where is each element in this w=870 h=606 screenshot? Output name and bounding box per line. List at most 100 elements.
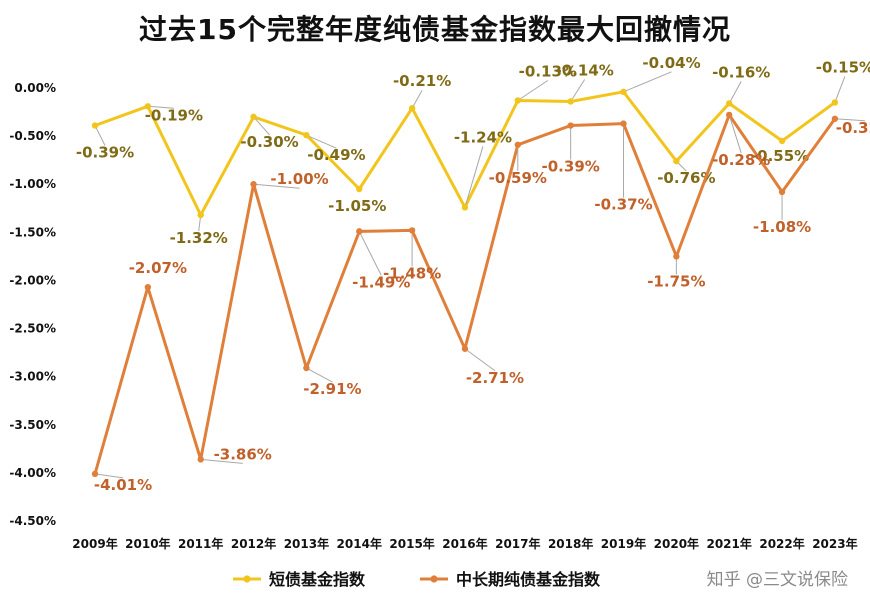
- data-point: [91, 470, 99, 478]
- x-tick-label: 2015年: [389, 536, 434, 551]
- data-label: -0.30%: [240, 133, 298, 151]
- x-tick-label: 2023年: [812, 536, 857, 551]
- data-point: [778, 188, 786, 196]
- data-label: -0.59%: [489, 169, 547, 187]
- legend-entry: 短债基金指数: [269, 570, 366, 589]
- x-tick-label: 2017年: [495, 536, 540, 551]
- data-label: -0.39%: [76, 144, 134, 162]
- leader-line: [253, 183, 300, 189]
- data-point: [461, 204, 469, 211]
- data-point: [673, 253, 680, 260]
- y-tick-label: -1.50%: [9, 225, 56, 239]
- data-label: -0.21%: [393, 72, 451, 90]
- x-tick-label: 2020年: [654, 536, 699, 551]
- x-tick-label: 2012年: [231, 536, 276, 551]
- y-tick-label: -3.50%: [9, 418, 56, 432]
- data-point: [356, 228, 363, 235]
- data-label: -1.24%: [454, 128, 512, 146]
- x-tick-label: 2013年: [284, 536, 329, 551]
- leader-line: [728, 81, 742, 104]
- data-point: [673, 157, 680, 165]
- data-label: -0.39%: [542, 158, 600, 176]
- data-label: -0.14%: [556, 61, 614, 79]
- y-tick-label: -0.50%: [9, 129, 56, 143]
- y-tick-label: -4.00%: [9, 466, 56, 480]
- leader-line: [728, 114, 742, 154]
- data-label: -4.01%: [94, 476, 152, 494]
- x-tick-label: 2016年: [442, 536, 487, 551]
- x-tick-label: 2021年: [706, 536, 751, 551]
- data-label: -1.05%: [328, 197, 386, 215]
- data-label: -0.76%: [657, 169, 715, 187]
- data-label: -1.08%: [753, 218, 811, 236]
- data-point: [514, 97, 521, 104]
- data-label: -0.04%: [642, 54, 700, 72]
- data-point: [726, 100, 733, 107]
- leader-line: [147, 105, 174, 109]
- y-tick-label: -2.50%: [9, 322, 56, 336]
- leader-line: [306, 134, 337, 149]
- data-point: [831, 115, 839, 122]
- legend-entry: 中长期纯债基金指数: [456, 570, 601, 589]
- leader-line: [358, 231, 382, 276]
- data-point: [250, 181, 257, 188]
- data-point: [197, 456, 204, 463]
- leader-line: [517, 80, 549, 101]
- data-point: [620, 120, 627, 127]
- data-point: [356, 185, 363, 193]
- watermark: 知乎 @三文说保险: [707, 570, 848, 590]
- data-label: -1.48%: [383, 264, 441, 282]
- data-point: [303, 131, 310, 139]
- y-tick-label: -3.00%: [9, 370, 56, 384]
- data-point: [567, 122, 574, 129]
- data-point: [514, 141, 521, 148]
- data-label: -0.49%: [307, 146, 365, 164]
- leader-line: [464, 146, 484, 208]
- data-label: -0.55%: [751, 147, 809, 165]
- x-tick-label: 2018年: [548, 536, 593, 551]
- data-label: -1.00%: [270, 170, 328, 188]
- data-label: -2.91%: [303, 380, 361, 398]
- data-label: -3.86%: [214, 445, 272, 463]
- legend-marker: [243, 575, 251, 583]
- y-tick-label: -2.00%: [9, 273, 56, 287]
- data-label: -1.75%: [647, 272, 705, 290]
- data-point: [620, 88, 627, 96]
- y-tick-label: 0.00%: [14, 81, 56, 95]
- data-label: -0.13%: [519, 63, 577, 81]
- x-tick-label: 2022年: [759, 536, 804, 551]
- leader-line: [306, 367, 333, 383]
- data-point: [726, 111, 733, 119]
- y-tick-label: -4.50%: [9, 514, 56, 528]
- data-point: [250, 113, 257, 121]
- data-label: -2.71%: [466, 369, 524, 387]
- data-label: -1.32%: [170, 229, 228, 247]
- data-label: -0.28%: [712, 151, 770, 169]
- data-point: [144, 283, 152, 291]
- x-tick-label: 2010年: [125, 536, 170, 551]
- leader-line: [94, 473, 124, 479]
- data-label: -0.15%: [816, 58, 870, 76]
- leader-line: [834, 118, 865, 122]
- leader-line: [464, 348, 496, 372]
- leader-line: [834, 76, 846, 103]
- data-point: [303, 364, 310, 372]
- x-tick-label: 2011年: [178, 536, 223, 551]
- leader-line: [570, 79, 586, 102]
- data-point: [567, 98, 574, 105]
- leader-line: [623, 71, 672, 93]
- x-tick-label: 2019年: [601, 536, 646, 551]
- data-point: [144, 103, 152, 110]
- data-label: -0.32%: [836, 119, 870, 137]
- data-point: [461, 345, 469, 352]
- leader-line: [94, 125, 106, 146]
- legend-marker: [430, 575, 438, 583]
- leader-line: [200, 458, 243, 464]
- x-tick-label: 2009年: [72, 536, 117, 551]
- data-label: -2.07%: [129, 259, 187, 277]
- data-point: [408, 227, 416, 234]
- data-point: [778, 137, 786, 145]
- data-label: -0.37%: [594, 196, 652, 214]
